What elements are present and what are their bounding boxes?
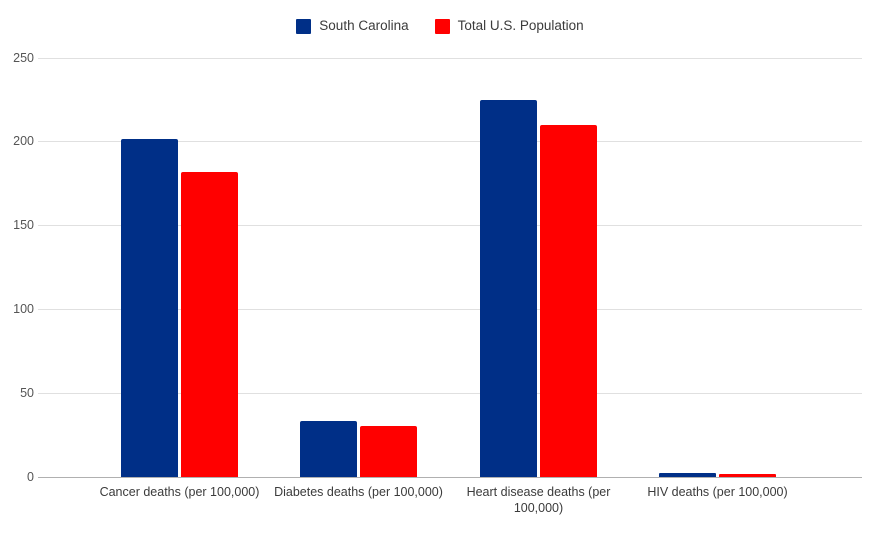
bar[interactable] [659, 473, 716, 477]
legend-swatch-south-carolina [296, 18, 312, 34]
chart-legend: South Carolina Total U.S. Population [0, 14, 880, 38]
bar[interactable] [540, 125, 597, 477]
gridline-50 [38, 392, 862, 394]
bar[interactable] [181, 172, 238, 477]
y-axis-tick-label-150: 150 [13, 218, 34, 233]
y-axis-tick-label-50: 50 [20, 385, 34, 400]
legend-item-total-us-population[interactable]: Total U.S. Population [434, 18, 584, 34]
gridline-250 [38, 57, 862, 59]
bar[interactable] [300, 421, 357, 477]
gridline-100 [38, 308, 862, 310]
y-axis-tick-label-100: 100 [13, 301, 34, 316]
bar[interactable] [719, 474, 776, 477]
bar[interactable] [360, 425, 417, 477]
y-axis-tick-label-200: 200 [13, 134, 34, 149]
legend-item-south-carolina[interactable]: South Carolina [296, 18, 409, 34]
legend-label-south-carolina: South Carolina [319, 18, 409, 34]
x-axis-category-label: Diabetes deaths (per 100,000) [274, 485, 443, 499]
bar[interactable] [480, 99, 537, 477]
gridline-200 [38, 141, 862, 143]
axis-baseline [38, 476, 862, 478]
legend-label-total-us-population: Total U.S. Population [457, 18, 584, 34]
y-axis-tick-label-0: 0 [27, 469, 34, 484]
legend-swatch-total-us-population [434, 18, 450, 34]
x-axis-category-label: Heart disease deaths (per 100,000) [466, 485, 611, 515]
bar[interactable] [121, 139, 178, 477]
gridline-150 [38, 225, 862, 227]
y-axis-tick-label-250: 250 [13, 50, 34, 65]
x-axis-category-label: HIV deaths (per 100,000) [647, 485, 788, 499]
x-axis-category-label: Cancer deaths (per 100,000) [99, 485, 260, 499]
